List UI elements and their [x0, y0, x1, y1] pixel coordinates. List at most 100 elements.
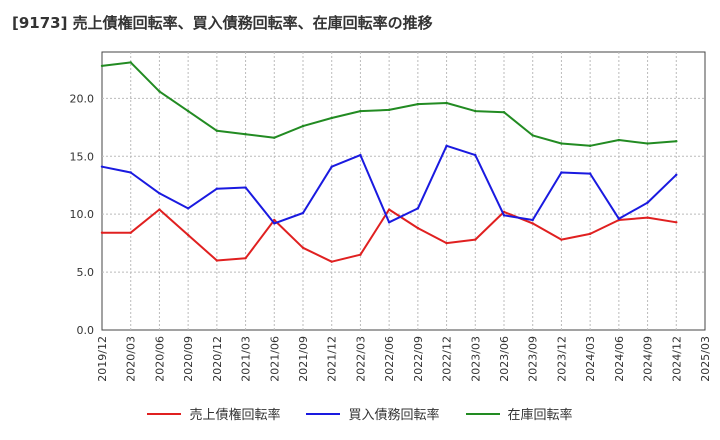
- x-tick-label: 2025/03: [699, 336, 712, 382]
- data-point: [445, 144, 448, 148]
- y-tick-label: 5.0: [77, 266, 95, 279]
- data-point: [531, 222, 534, 225]
- data-point: [646, 142, 649, 145]
- data-point: [675, 173, 678, 176]
- y-tick-label: 10.0: [70, 208, 95, 221]
- data-point: [675, 139, 678, 143]
- data-point: [474, 238, 477, 241]
- data-point: [330, 260, 333, 263]
- y-tick-label: 20.0: [70, 92, 95, 105]
- chart-title: [9173] 売上債権回転率、買入債務回転率、在庫回転率の推移: [12, 14, 433, 32]
- x-tick-label: 2020/03: [125, 336, 138, 382]
- data-point: [560, 142, 563, 145]
- data-point: [416, 226, 420, 230]
- y-tick-label: 15.0: [70, 150, 95, 163]
- data-point: [129, 61, 132, 64]
- data-point: [301, 246, 305, 249]
- legend-item-payables: 買入債務回転率: [306, 404, 440, 423]
- data-point: [158, 90, 161, 93]
- data-point: [560, 171, 563, 174]
- legend-label-payables: 買入債務回転率: [348, 408, 440, 423]
- data-point: [474, 109, 477, 113]
- plot-area: [101, 51, 706, 331]
- x-tick-label: 2020/09: [182, 336, 195, 382]
- data-point: [301, 211, 305, 215]
- x-tick-label: 2023/09: [527, 336, 540, 382]
- data-point: [100, 165, 104, 168]
- x-tick-label: 2022/12: [441, 336, 454, 382]
- x-tick-label: 2021/03: [240, 336, 253, 382]
- data-point: [273, 136, 276, 139]
- data-point: [186, 233, 190, 237]
- legend: 売上債権回転率 買入債務回転率 在庫回転率: [0, 404, 720, 423]
- data-point: [588, 232, 592, 236]
- data-point: [416, 102, 420, 106]
- x-tick-label: 2021/09: [297, 336, 310, 382]
- data-point: [129, 231, 132, 234]
- data-point: [359, 109, 362, 113]
- legend-label-receivables: 売上債権回転率: [189, 408, 281, 423]
- x-tick-label: 2024/12: [670, 336, 683, 382]
- data-point: [273, 222, 276, 225]
- legend-item-inventory: 在庫回転率: [465, 404, 573, 423]
- data-point: [273, 218, 276, 222]
- x-tick-label: 2023/12: [555, 336, 568, 382]
- legend-swatch-payables: [306, 412, 341, 415]
- data-point: [588, 172, 592, 175]
- data-point: [560, 238, 563, 241]
- legend-swatch-receivables: [147, 412, 182, 415]
- data-point: [617, 217, 621, 220]
- data-point: [186, 207, 190, 210]
- x-tick-label: 2020/12: [211, 336, 224, 382]
- data-point: [675, 221, 678, 224]
- x-tick-label: 2022/06: [383, 336, 396, 382]
- data-point: [330, 165, 333, 168]
- x-tick-label: 2020/06: [153, 336, 166, 382]
- data-point: [387, 108, 391, 112]
- data-point: [244, 256, 247, 260]
- legend-label-inventory: 在庫回転率: [507, 408, 573, 423]
- data-point: [215, 187, 219, 190]
- data-point: [445, 241, 448, 245]
- data-point: [158, 208, 161, 211]
- data-point: [617, 138, 621, 142]
- data-point: [531, 218, 534, 222]
- data-point: [244, 186, 247, 189]
- x-tick-label: 2022/09: [412, 336, 425, 382]
- data-point: [186, 109, 190, 113]
- x-tick-label: 2022/03: [354, 336, 367, 382]
- data-point: [129, 171, 132, 174]
- data-point: [387, 221, 391, 224]
- legend-swatch-inventory: [465, 412, 500, 415]
- data-point: [474, 153, 477, 157]
- data-point: [359, 253, 362, 256]
- data-point: [301, 124, 305, 128]
- data-point: [646, 201, 649, 204]
- y-tick-label: 0.0: [77, 324, 95, 337]
- x-tick-label: 2019/12: [96, 336, 109, 382]
- data-point: [215, 129, 219, 132]
- x-tick-label: 2024/09: [642, 336, 655, 382]
- legend-item-receivables: 売上債権回転率: [147, 404, 280, 423]
- x-tick-label: 2023/03: [469, 336, 482, 382]
- data-point: [445, 101, 448, 105]
- data-point: [387, 208, 391, 211]
- data-point: [502, 214, 506, 217]
- data-point: [416, 207, 420, 210]
- x-tick-label: 2021/12: [326, 336, 339, 382]
- x-tick-label: 2024/06: [613, 336, 626, 382]
- data-point: [588, 144, 592, 148]
- data-point: [215, 259, 219, 262]
- data-point: [158, 192, 161, 195]
- data-point: [502, 111, 506, 114]
- x-tick-label: 2021/06: [268, 336, 281, 382]
- data-point: [244, 133, 247, 136]
- x-tick-label: 2023/06: [498, 336, 511, 382]
- data-point: [359, 153, 362, 157]
- data-point: [330, 116, 333, 120]
- data-point: [100, 231, 104, 234]
- data-point: [100, 64, 104, 68]
- x-tick-label: 2024/03: [584, 336, 597, 382]
- data-point: [646, 216, 649, 219]
